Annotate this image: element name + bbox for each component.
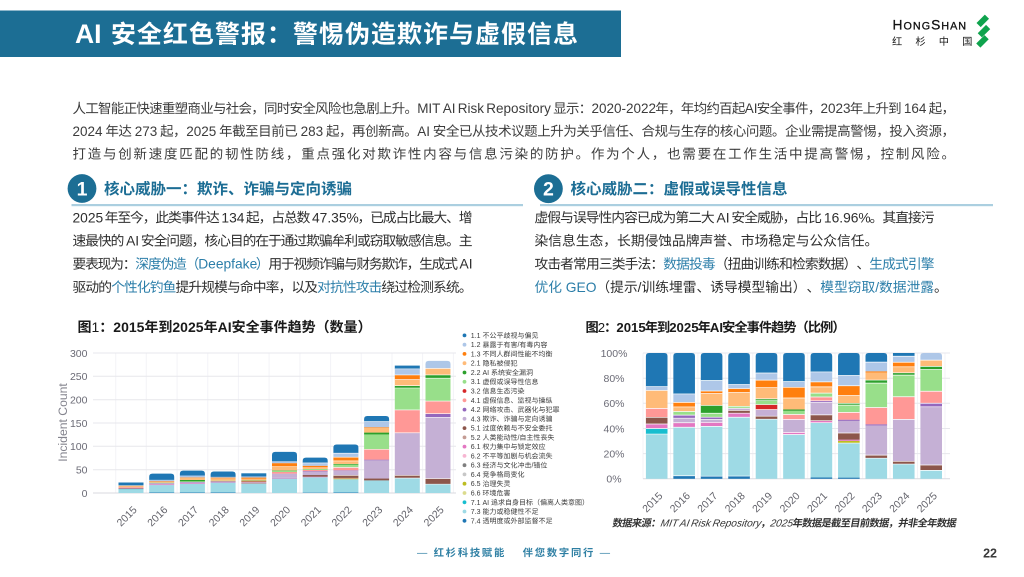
- svg-text:ONG: ONG: [904, 21, 932, 33]
- svg-text:7.3: 7.3: [471, 509, 481, 516]
- svg-text:/: /: [518, 435, 520, 442]
- svg-text:3.2: 3.2: [471, 389, 481, 396]
- svg-text:60%: 60%: [603, 398, 624, 410]
- svg-text:1.2: 1.2: [471, 342, 481, 349]
- svg-text:AI: AI: [126, 234, 139, 249]
- svg-text:2: 2: [543, 179, 554, 201]
- svg-text:/: /: [532, 463, 534, 470]
- svg-text:47.35%: 47.35%: [312, 210, 359, 225]
- svg-text:—: —: [600, 548, 611, 559]
- svg-text:4.2: 4.2: [471, 407, 481, 414]
- svg-text:164: 164: [904, 101, 927, 116]
- svg-text:22: 22: [983, 547, 997, 561]
- svg-text:/: /: [638, 280, 642, 295]
- svg-text:16.96%: 16.96%: [824, 210, 871, 225]
- svg-text:134: 134: [221, 210, 244, 225]
- svg-text:AI: AI: [483, 370, 490, 377]
- svg-text:6.4: 6.4: [471, 472, 481, 479]
- svg-text:2020-2022: 2020-2022: [592, 101, 657, 116]
- svg-text:2.2: 2.2: [471, 370, 481, 377]
- svg-text:0%: 0%: [606, 474, 621, 486]
- svg-text:AI: AI: [75, 19, 102, 49]
- svg-text:2024: 2024: [73, 124, 104, 139]
- svg-text:2025: 2025: [172, 319, 203, 335]
- svg-text:6.2: 6.2: [471, 453, 481, 460]
- svg-text:7.4: 7.4: [471, 518, 481, 525]
- svg-text:2023: 2023: [821, 101, 851, 116]
- svg-text:AI: AI: [678, 519, 691, 530]
- svg-text:20%: 20%: [603, 448, 624, 460]
- svg-text:4.1: 4.1: [471, 398, 481, 405]
- svg-text:7.1: 7.1: [471, 500, 481, 507]
- svg-text:4.3: 4.3: [471, 416, 481, 423]
- svg-text:Incident Count: Incident Count: [56, 383, 70, 462]
- svg-text:AI: AI: [745, 101, 758, 116]
- svg-text:AI: AI: [218, 319, 232, 335]
- svg-text:Risk: Risk: [690, 519, 713, 530]
- svg-text:2025: 2025: [186, 124, 216, 139]
- svg-text:S: S: [931, 18, 941, 33]
- svg-text:Repository: Repository: [712, 519, 763, 530]
- svg-text:Risk: Risk: [458, 101, 484, 116]
- svg-text:HAN: HAN: [941, 21, 967, 33]
- svg-text:40%: 40%: [603, 423, 624, 435]
- svg-text:AI: AI: [483, 500, 490, 507]
- svg-text:AI: AI: [417, 124, 430, 139]
- svg-text:283: 283: [301, 124, 324, 139]
- svg-text:250: 250: [70, 371, 88, 383]
- svg-text:100%: 100%: [601, 348, 628, 360]
- svg-text:6.1: 6.1: [471, 444, 481, 451]
- svg-text:1.1: 1.1: [471, 333, 481, 340]
- svg-text:/: /: [518, 342, 520, 349]
- svg-text:Deepfake: Deepfake: [198, 257, 257, 272]
- svg-text:6.6: 6.6: [471, 491, 481, 498]
- svg-text:2025: 2025: [73, 210, 104, 225]
- svg-text:2025: 2025: [768, 519, 794, 530]
- svg-text:2015: 2015: [113, 319, 144, 335]
- svg-text:Repository: Repository: [486, 101, 551, 116]
- svg-text:AI: AI: [443, 101, 456, 116]
- svg-text:50: 50: [76, 465, 88, 477]
- svg-text:MIT: MIT: [660, 519, 680, 530]
- svg-text:0: 0: [82, 488, 88, 500]
- svg-text:6.5: 6.5: [471, 481, 481, 488]
- svg-text:300: 300: [70, 348, 88, 360]
- svg-text:273: 273: [135, 124, 158, 139]
- svg-text:80%: 80%: [603, 373, 624, 385]
- svg-text:200: 200: [70, 395, 88, 407]
- svg-text:3.1: 3.1: [471, 379, 481, 386]
- svg-text:2015: 2015: [616, 320, 645, 335]
- svg-text:1.3: 1.3: [471, 351, 481, 358]
- svg-text:2: 2: [598, 320, 605, 335]
- svg-text:1: 1: [92, 319, 100, 335]
- svg-text:5.2: 5.2: [471, 435, 481, 442]
- svg-text:—: —: [417, 548, 428, 559]
- svg-text:6.3: 6.3: [471, 463, 481, 470]
- svg-text:GEO: GEO: [566, 280, 597, 295]
- svg-text:/: /: [875, 280, 879, 295]
- svg-text:150: 150: [70, 418, 88, 430]
- svg-text:2025: 2025: [669, 320, 698, 335]
- svg-text:2.1: 2.1: [471, 361, 481, 368]
- svg-text:AI: AI: [460, 257, 473, 272]
- svg-text:100: 100: [70, 441, 88, 453]
- svg-text:H: H: [893, 18, 904, 33]
- svg-text:1: 1: [77, 179, 88, 201]
- svg-text:MIT: MIT: [417, 101, 440, 116]
- svg-text:AI: AI: [717, 210, 730, 225]
- svg-text:AI: AI: [710, 320, 723, 335]
- svg-text:5.1: 5.1: [471, 426, 481, 433]
